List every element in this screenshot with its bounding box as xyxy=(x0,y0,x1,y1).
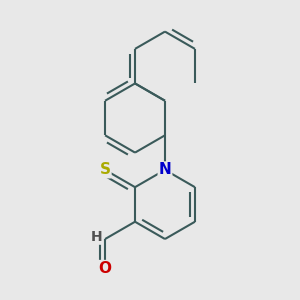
Text: N: N xyxy=(159,162,171,177)
Text: H: H xyxy=(91,230,102,244)
Text: O: O xyxy=(99,261,112,276)
Text: S: S xyxy=(100,162,111,177)
